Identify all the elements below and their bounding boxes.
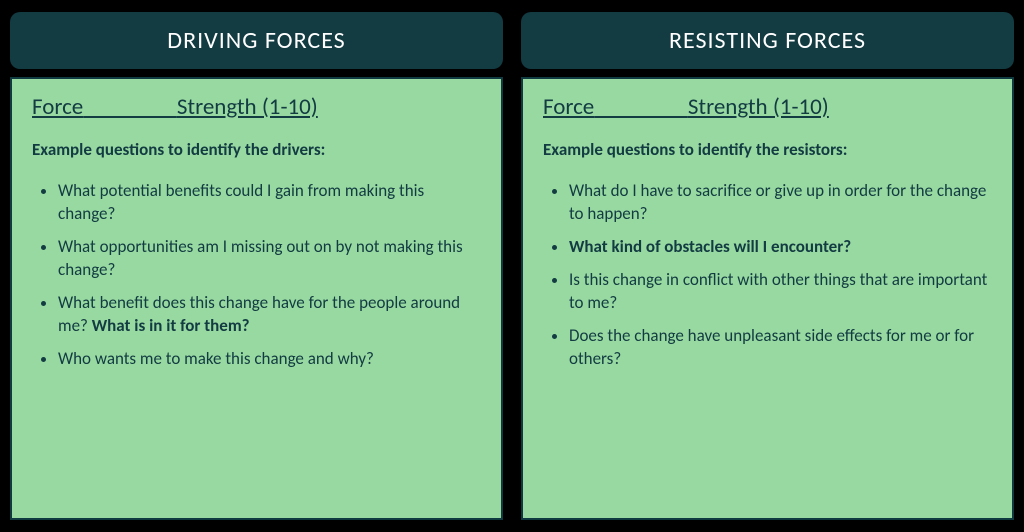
list-item: What potential benefits could I gain fro… — [58, 180, 481, 226]
bullet-text-bold: What kind of obstacles will I encounter? — [569, 236, 851, 257]
list-item: What do I have to sacrifice or give up i… — [569, 180, 992, 226]
resisting-subhead: Example questions to identify the resist… — [543, 139, 992, 160]
bullet-text: What do I have to sacrifice or give up i… — [569, 180, 986, 224]
driving-questions-list: What potential benefits could I gain fro… — [32, 180, 481, 371]
driving-forces-body: Force Strength (1-10) Example questions … — [10, 77, 503, 520]
list-item: What kind of obstacles will I encounter? — [569, 236, 992, 259]
list-item: Who wants me to make this change and why… — [58, 348, 481, 371]
force-col-label: Force — [543, 93, 594, 121]
bullet-text: Who wants me to make this change and why… — [58, 348, 374, 369]
driving-forces-header: DRIVING FORCES — [10, 12, 503, 69]
list-item: Does the change have unpleasant side eff… — [569, 325, 992, 371]
list-item: What opportunities am I missing out on b… — [58, 236, 481, 282]
resisting-forces-body: Force Strength (1-10) Example questions … — [521, 77, 1014, 520]
bullet-text: Does the change have unpleasant side eff… — [569, 325, 974, 369]
bullet-text-bold: What is in it for them? — [92, 315, 250, 336]
bullet-text: What opportunities am I missing out on b… — [58, 236, 463, 280]
list-item: What benefit does this change have for t… — [58, 292, 481, 338]
bullet-text: Is this change in conflict with other th… — [569, 269, 987, 313]
driving-forces-panel: DRIVING FORCES Force Strength (1-10) Exa… — [10, 12, 503, 520]
resisting-forces-header: RESISTING FORCES — [521, 12, 1014, 69]
strength-col-label: Strength (1-10) — [177, 93, 318, 121]
driving-subhead: Example questions to identify the driver… — [32, 139, 481, 160]
list-item: Is this change in conflict with other th… — [569, 269, 992, 315]
resisting-questions-list: What do I have to sacrifice or give up i… — [543, 180, 992, 371]
resisting-forces-panel: RESISTING FORCES Force Strength (1-10) E… — [521, 12, 1014, 520]
strength-col-label: Strength (1-10) — [688, 93, 829, 121]
bullet-text: What potential benefits could I gain fro… — [58, 180, 424, 224]
resisting-col-headers: Force Strength (1-10) — [543, 93, 992, 121]
driving-col-headers: Force Strength (1-10) — [32, 93, 481, 121]
force-col-label: Force — [32, 93, 83, 121]
